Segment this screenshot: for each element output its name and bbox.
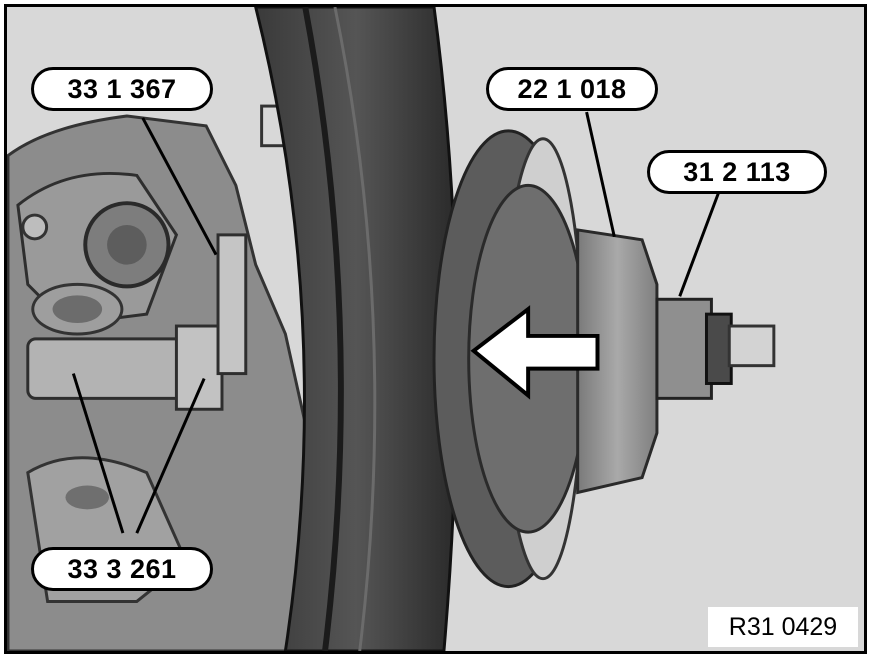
leader-line-4a (71, 373, 125, 534)
leader-line-1 (141, 117, 218, 256)
illustration (7, 7, 864, 651)
figure-frame: 33 1 367 22 1 018 31 2 113 33 3 261 R31 … (4, 4, 867, 654)
part-callout-22-1-018: 22 1 018 (486, 67, 658, 111)
part-callout-33-1-367: 33 1 367 (31, 67, 213, 111)
brake-rotor (254, 7, 459, 651)
part-callout-33-3-261: 33 3 261 (31, 547, 213, 591)
leader-line-2 (585, 111, 616, 238)
leader-line-3 (678, 192, 720, 297)
leader-line-4b (135, 377, 206, 534)
press-direction-arrow-icon (470, 305, 600, 400)
part-callout-31-2-113: 31 2 113 (647, 150, 827, 194)
figure-reference-code: R31 0429 (708, 607, 858, 647)
